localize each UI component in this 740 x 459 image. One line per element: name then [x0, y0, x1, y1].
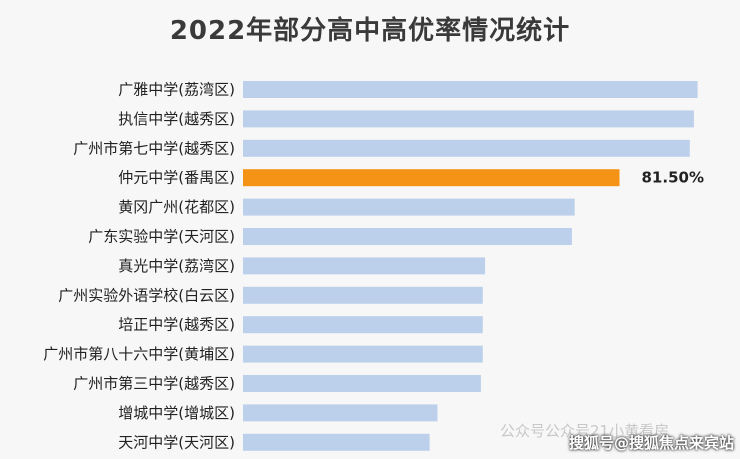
labels-layer: 广雅中学(荔湾区) 执信中学(越秀区) 广州市第七中学(越秀区) 仲元中学(番禺区) 8…	[43, 81, 704, 452]
category-label: 广雅中学(荔湾区)	[118, 81, 235, 99]
bar	[243, 404, 438, 422]
bar	[243, 257, 486, 275]
bars-layer	[243, 81, 698, 451]
bar-highlighted	[243, 169, 620, 187]
bar	[243, 345, 483, 363]
category-label: 黄冈广州(花都区)	[118, 198, 235, 216]
bar	[243, 110, 694, 128]
bar	[243, 139, 690, 157]
category-label: 仲元中学(番禺区)	[118, 169, 235, 187]
bar	[243, 375, 481, 392]
chart-title: 2022年部分高中高优率情况统计	[169, 16, 571, 46]
category-label: 增城中学(增城区)	[118, 404, 235, 422]
bar	[243, 198, 575, 216]
category-label: 广州市第七中学(越秀区)	[73, 139, 235, 157]
bar	[243, 433, 430, 451]
credit-text: 搜狐号@搜狐焦点来宾站	[568, 434, 734, 452]
bar	[243, 316, 483, 334]
bar	[243, 228, 572, 245]
category-label: 广州市第三中学(越秀区)	[73, 375, 235, 393]
bar	[243, 286, 483, 304]
category-label: 真光中学(荔湾区)	[118, 257, 235, 275]
bar	[243, 81, 698, 98]
category-label: 广州实验外语学校(白云区)	[58, 286, 235, 304]
category-label: 广州市第八十六中学(黄埔区)	[43, 345, 235, 363]
category-label: 培正中学(越秀区)	[118, 316, 235, 334]
category-label: 广东实验中学(天河区)	[88, 228, 235, 246]
category-label: 执信中学(越秀区)	[118, 110, 235, 128]
watermark-text: 公众号公众号21小黄看房	[500, 422, 670, 440]
data-label: 81.50%	[642, 169, 704, 187]
category-label: 天河中学(天河区)	[118, 433, 235, 451]
